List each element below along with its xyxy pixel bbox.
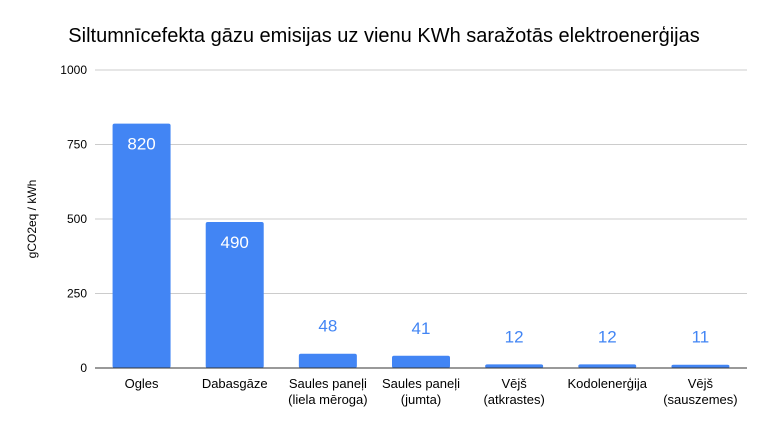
data-label: 48 [318,317,337,336]
y-tick-label: 0 [80,361,87,375]
y-tick-label: 500 [67,212,87,226]
data-label: 820 [127,135,155,154]
data-labels: 820 490 48 41 12 12 11 [127,135,709,347]
bars [112,123,730,368]
data-label: 41 [412,319,431,338]
bar [112,123,171,368]
gridlines [95,69,747,294]
x-tick-label: Ogles [125,376,159,391]
y-axis-ticks: 0 250 500 750 1000 [60,63,87,375]
y-tick-label: 250 [67,287,87,301]
x-tick-label: Vējš (sauszemes) [663,376,737,407]
y-axis-label: gCO2eq / kWh [25,180,39,259]
bar [485,364,544,368]
x-tick-label: Kodolenerģija [568,376,648,391]
x-tick-label: Saules paneļi (liela mēroga) [288,376,367,407]
y-tick-label: 1000 [60,63,87,77]
data-label: 11 [692,328,710,347]
chart-title: Siltumnīcefekta gāzu emisijas uz vienu K… [68,25,699,47]
x-axis-ticks: Ogles Dabasgāze Saules paneļi (liela mēroga… [125,376,738,407]
x-tick-label: Dabasgāze [202,376,268,391]
bar [671,364,730,368]
bar [298,353,357,368]
x-tick-label: Vējš (atkrastes) [483,376,544,407]
bar [578,364,637,368]
data-label: 490 [221,233,249,252]
y-tick-label: 750 [67,138,87,152]
bar [205,221,264,368]
bar [392,355,450,368]
x-tick-label: Saules paneļi (jumta) [382,376,460,407]
data-label: 12 [505,327,524,346]
data-label: 12 [598,327,617,346]
